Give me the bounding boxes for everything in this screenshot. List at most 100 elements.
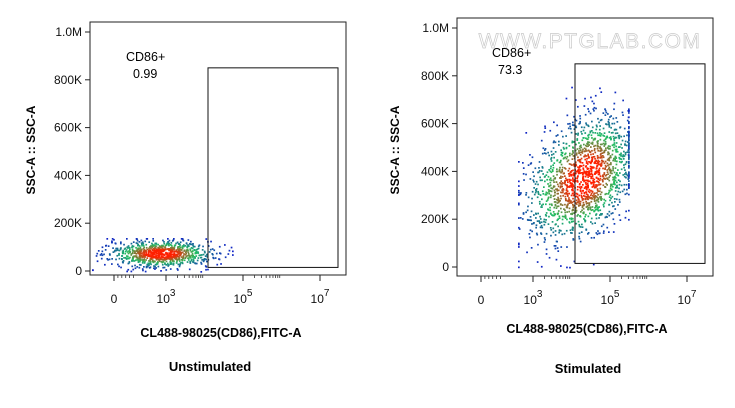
event-dot bbox=[593, 196, 595, 199]
event-dot bbox=[602, 177, 605, 180]
event-dot bbox=[568, 207, 571, 210]
y-tick-label: 800K bbox=[421, 69, 449, 83]
event-dot bbox=[584, 154, 586, 157]
event-dot bbox=[608, 156, 611, 159]
event-dot bbox=[601, 178, 604, 181]
event-dot bbox=[178, 251, 181, 254]
event-dot bbox=[611, 144, 614, 147]
event-dot bbox=[121, 258, 123, 260]
event-dot bbox=[588, 173, 591, 176]
gate-percent: 0.99 bbox=[133, 67, 157, 81]
gate-name: CD86+ bbox=[492, 46, 531, 60]
event-dot bbox=[607, 157, 610, 160]
event-dot bbox=[577, 159, 579, 162]
event-dot bbox=[598, 232, 600, 235]
event-dot bbox=[558, 229, 561, 232]
event-dot bbox=[588, 144, 590, 146]
event-dot bbox=[597, 140, 599, 142]
event-dot bbox=[628, 171, 630, 173]
event-dot bbox=[610, 197, 612, 200]
event-dot bbox=[173, 252, 176, 254]
event-dot bbox=[566, 160, 569, 163]
event-dot bbox=[575, 126, 578, 129]
event-dot bbox=[572, 208, 574, 211]
event-dot bbox=[580, 172, 583, 174]
event-dot bbox=[560, 163, 563, 166]
event-dot bbox=[586, 186, 589, 189]
event-dot bbox=[585, 162, 588, 164]
x-tick-label: 103 bbox=[524, 289, 543, 307]
event-dot bbox=[584, 172, 587, 175]
event-dot bbox=[560, 265, 562, 267]
event-dot bbox=[557, 210, 560, 212]
event-dot bbox=[579, 190, 582, 192]
event-dot bbox=[598, 160, 601, 163]
event-dot bbox=[128, 246, 131, 249]
event-dot bbox=[116, 247, 118, 250]
event-dot bbox=[556, 159, 558, 162]
event-dot bbox=[560, 177, 562, 179]
event-dot bbox=[143, 250, 146, 252]
event-dot bbox=[609, 147, 611, 150]
event-dot bbox=[615, 151, 618, 153]
event-dot bbox=[124, 252, 127, 255]
event-dot bbox=[619, 126, 622, 128]
event-dot bbox=[525, 211, 527, 214]
event-dot bbox=[593, 200, 596, 202]
event-dot bbox=[605, 165, 607, 168]
event-dot bbox=[158, 260, 161, 263]
event-dot bbox=[587, 153, 589, 156]
event-dot bbox=[623, 175, 626, 178]
event-dot bbox=[132, 268, 135, 271]
event-dot bbox=[530, 219, 532, 222]
event-dot bbox=[131, 260, 133, 262]
event-dot bbox=[123, 243, 125, 246]
event-dot bbox=[544, 193, 547, 196]
event-dot bbox=[602, 142, 605, 145]
event-dot bbox=[120, 241, 122, 244]
event-dot bbox=[568, 202, 571, 204]
event-dot bbox=[561, 204, 564, 206]
event-dot bbox=[548, 185, 550, 188]
event-dot bbox=[591, 126, 594, 129]
event-dot bbox=[564, 152, 567, 155]
event-dot bbox=[598, 190, 601, 193]
event-dot bbox=[547, 183, 549, 185]
event-dot bbox=[188, 268, 191, 271]
event-dot bbox=[611, 212, 614, 214]
event-dot bbox=[219, 252, 222, 255]
event-dot bbox=[157, 261, 159, 263]
event-dot bbox=[575, 222, 578, 225]
event-dot bbox=[173, 256, 175, 259]
event-dot bbox=[567, 123, 569, 125]
event-dot bbox=[590, 181, 592, 184]
event-dot bbox=[627, 141, 629, 143]
event-dot bbox=[608, 196, 611, 198]
event-dot bbox=[530, 210, 533, 213]
event-dot bbox=[224, 256, 227, 259]
event-dot bbox=[573, 154, 576, 157]
event-dot bbox=[597, 134, 599, 137]
event-dot bbox=[157, 243, 159, 246]
event-dot bbox=[613, 223, 616, 225]
x-tick-label: 107 bbox=[311, 288, 330, 306]
x-axis: 0 103 105 107 bbox=[111, 275, 330, 306]
event-dot bbox=[592, 179, 594, 182]
event-dot bbox=[604, 138, 607, 141]
event-dot bbox=[575, 154, 578, 156]
event-dot bbox=[176, 258, 179, 261]
event-dot bbox=[157, 257, 160, 259]
event-dot bbox=[604, 216, 607, 219]
event-dot bbox=[595, 205, 598, 208]
event-dot bbox=[543, 220, 545, 223]
event-dot bbox=[230, 246, 233, 249]
event-dot bbox=[596, 199, 598, 202]
event-dot bbox=[175, 249, 178, 251]
event-dot bbox=[613, 144, 616, 146]
x-tick-label: 107 bbox=[678, 289, 697, 307]
event-dot bbox=[568, 145, 571, 147]
event-dot bbox=[602, 155, 604, 157]
event-dot bbox=[582, 207, 585, 210]
event-dot bbox=[587, 149, 590, 152]
event-dot bbox=[625, 161, 628, 163]
